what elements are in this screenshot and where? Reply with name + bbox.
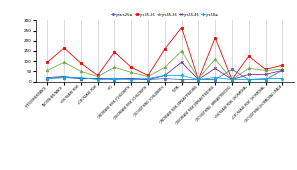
yrs35-26 xyxy=(96,74,99,76)
yrs45-36 xyxy=(197,78,200,80)
Line: yrs35-26: yrs35-26 xyxy=(46,26,284,81)
yrs58≤ xyxy=(230,79,234,81)
years25≤ xyxy=(230,68,234,70)
Line: yrs45-36: yrs45-36 xyxy=(46,50,284,81)
yrs55-46 xyxy=(264,73,267,75)
yrs55-46 xyxy=(96,78,99,80)
yrs58≤ xyxy=(197,79,200,81)
years25≤ xyxy=(79,78,83,80)
yrs45-36 xyxy=(264,69,267,71)
yrs45-36 xyxy=(113,66,116,68)
yrs35-26 xyxy=(46,61,49,63)
yrs35-26 xyxy=(197,79,200,81)
yrs58≤ xyxy=(113,78,116,80)
yrs58≤ xyxy=(280,78,284,80)
years25≤ xyxy=(163,78,167,80)
yrs55-46 xyxy=(46,76,49,79)
yrs45-36 xyxy=(62,61,66,63)
yrs58≤ xyxy=(180,74,183,76)
years25≤ xyxy=(197,79,200,81)
yrs45-36 xyxy=(280,68,284,70)
yrs45-36 xyxy=(180,50,183,52)
yrs35-26 xyxy=(264,68,267,70)
yrs55-46 xyxy=(146,79,150,81)
Line: yrs55-46: yrs55-46 xyxy=(46,61,284,81)
years25≤ xyxy=(213,79,217,81)
yrs35-26 xyxy=(79,62,83,64)
yrs58≤ xyxy=(79,76,83,79)
yrs55-46 xyxy=(163,74,167,76)
yrs45-36 xyxy=(96,75,99,78)
yrs45-36 xyxy=(79,70,83,72)
years25≤ xyxy=(96,78,99,80)
yrs58≤ xyxy=(96,79,99,81)
yrs58≤ xyxy=(46,78,49,80)
yrs35-26 xyxy=(129,66,133,68)
years25≤ xyxy=(113,79,116,81)
yrs58≤ xyxy=(264,78,267,80)
Line: yrs58≤: yrs58≤ xyxy=(46,74,284,81)
years25≤ xyxy=(247,79,250,81)
years25≤ xyxy=(264,79,267,81)
yrs45-36 xyxy=(129,71,133,73)
yrs55-46 xyxy=(79,78,83,80)
years25≤ xyxy=(62,76,66,79)
yrs45-36 xyxy=(230,79,234,81)
yrs35-26 xyxy=(180,27,183,29)
yrs45-36 xyxy=(213,58,217,60)
years25≤ xyxy=(46,78,49,80)
yrs35-26 xyxy=(113,51,116,53)
yrs55-46 xyxy=(62,75,66,78)
yrs45-36 xyxy=(163,66,167,68)
years25≤ xyxy=(129,78,133,80)
yrs58≤ xyxy=(129,79,133,81)
yrs55-46 xyxy=(180,61,183,63)
years25≤ xyxy=(180,79,183,81)
yrs58≤ xyxy=(62,76,66,79)
Line: years25≤: years25≤ xyxy=(46,68,284,81)
yrs55-46 xyxy=(197,79,200,81)
yrs58≤ xyxy=(247,79,250,81)
yrs35-26 xyxy=(247,55,250,57)
yrs35-26 xyxy=(213,37,217,39)
yrs55-46 xyxy=(129,78,133,80)
yrs45-36 xyxy=(247,67,250,69)
yrs35-26 xyxy=(146,74,150,76)
yrs55-46 xyxy=(113,78,116,80)
yrs35-26 xyxy=(62,47,66,49)
yrs55-46 xyxy=(280,69,284,71)
yrs55-46 xyxy=(230,79,234,81)
yrs35-26 xyxy=(230,79,234,81)
yrs58≤ xyxy=(213,76,217,79)
yrs45-36 xyxy=(46,69,49,71)
years25≤ xyxy=(146,79,150,81)
yrs55-46 xyxy=(247,73,250,75)
yrs35-26 xyxy=(280,64,284,66)
yrs45-36 xyxy=(146,75,150,78)
yrs58≤ xyxy=(163,74,167,76)
Legend: years25≤, yrs35-26, yrs45-36, yrs55-46, yrs58≤: years25≤, yrs35-26, yrs45-36, yrs55-46, … xyxy=(110,11,220,18)
years25≤ xyxy=(280,69,284,71)
yrs35-26 xyxy=(163,48,167,50)
yrs58≤ xyxy=(146,78,150,80)
yrs55-46 xyxy=(213,67,217,69)
